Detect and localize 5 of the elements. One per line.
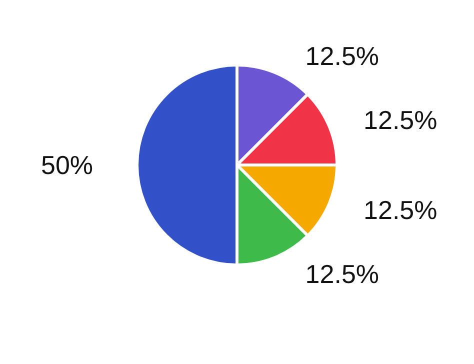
data-label: 12.5% — [364, 104, 438, 135]
data-label: 12.5% — [305, 259, 380, 290]
data-label: 12.5% — [364, 195, 438, 226]
data-label: 12.5% — [305, 40, 380, 71]
data-label: 50% — [40, 150, 94, 180]
